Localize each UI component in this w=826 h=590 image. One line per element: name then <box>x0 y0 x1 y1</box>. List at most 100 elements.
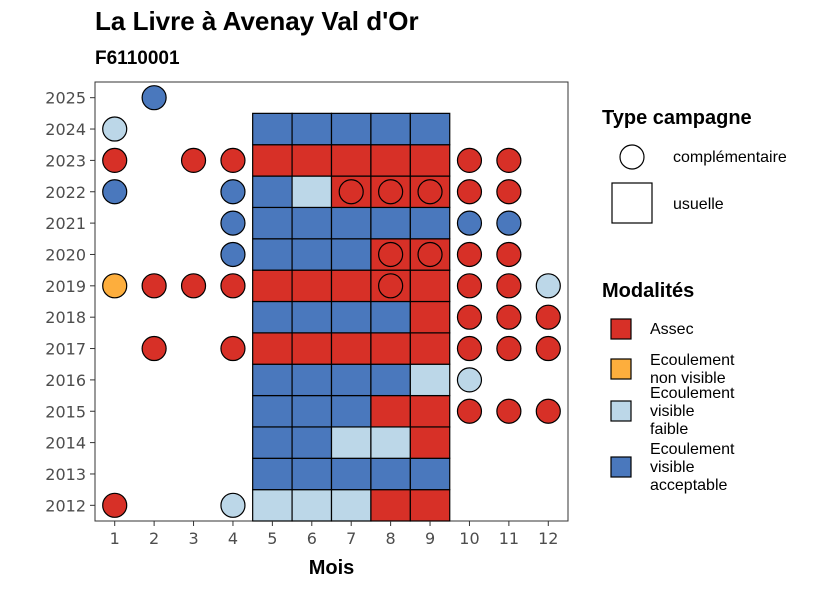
usuelle-cell <box>252 332 293 365</box>
usuelle-cell <box>330 363 372 397</box>
usuelle-cell <box>409 112 451 146</box>
complementaire-point <box>456 398 483 424</box>
complementaire-point <box>220 241 246 268</box>
x-tick-label: 8 <box>386 529 396 548</box>
usuelle-cell <box>370 394 411 428</box>
usuelle-cell <box>252 238 293 271</box>
usuelle-cell <box>370 112 411 146</box>
legend-shape-label-complementaire: complémentaire <box>673 149 787 166</box>
legend-fill-label: Ecoulement <box>650 352 735 369</box>
usuelle-cell <box>291 426 333 459</box>
y-tick-label: 2013 <box>45 465 86 484</box>
usuelle-cell <box>370 457 411 491</box>
y-tick-label: 2023 <box>45 151 86 170</box>
x-tick-label: 10 <box>459 529 479 548</box>
legend-fill-swatch <box>610 400 632 422</box>
usuelle-cell <box>252 175 293 209</box>
usuelle-cell <box>291 489 333 522</box>
usuelle-cell <box>291 206 333 240</box>
usuelle-cell <box>330 144 372 177</box>
usuelle-cell <box>409 426 451 459</box>
usuelle-cell <box>291 238 333 271</box>
usuelle-cell <box>409 457 451 491</box>
y-tick-label: 2024 <box>45 120 86 139</box>
usuelle-cell <box>291 112 333 146</box>
complementaire-point <box>378 179 404 205</box>
usuelle-cell <box>291 457 333 491</box>
complementaire-point <box>496 179 522 205</box>
complementaire-point <box>220 147 246 173</box>
y-axis: 2012 2013 2014 2015 2016 2017 2018 2019 2020 2021… <box>45 89 95 515</box>
complementaire-point <box>102 147 128 173</box>
usuelle-cell <box>330 332 372 365</box>
complementaire-point <box>338 179 364 205</box>
legend-fill-label: faible <box>650 421 688 438</box>
usuelle-cell <box>330 269 372 303</box>
usuelle-cell <box>252 489 293 522</box>
complementaire-point <box>535 273 561 299</box>
usuelle-cell <box>409 394 451 428</box>
usuelle-cell <box>409 300 451 334</box>
complementaire-point <box>456 179 483 205</box>
legend-fill-title: Modalités <box>602 280 694 302</box>
usuelle-cell <box>291 175 333 209</box>
complementaire-point <box>535 335 561 362</box>
y-tick-label: 2014 <box>45 434 86 453</box>
complementaire-point <box>496 273 522 299</box>
complementaire-point <box>456 210 483 236</box>
complementaire-point <box>496 147 522 173</box>
usuelle-cell <box>409 206 451 240</box>
x-tick-label: 7 <box>346 529 356 548</box>
usuelle-cell <box>370 426 411 459</box>
x-axis-title: Mois <box>309 557 355 579</box>
complementaire-point <box>141 273 167 299</box>
usuelle-cell <box>252 269 293 303</box>
complementaire-point <box>102 273 128 299</box>
y-tick-label: 2020 <box>45 245 86 264</box>
complementaire-point <box>378 241 404 268</box>
complementaire-point <box>102 492 128 518</box>
usuelle-cell <box>252 112 293 146</box>
usuelle-cell <box>370 144 411 177</box>
complementaire-point <box>456 304 483 330</box>
usuelle-cell <box>370 300 411 334</box>
legend-fill-label: Ecoulement <box>650 441 735 458</box>
usuelle-cell <box>330 238 372 271</box>
legend-fill-label: visible <box>650 403 695 420</box>
usuelle-cell <box>330 457 372 491</box>
x-tick-label: 1 <box>110 529 120 548</box>
x-tick-label: 3 <box>188 529 198 548</box>
usuelle-cell <box>291 300 333 334</box>
complementaire-point <box>180 273 207 299</box>
legend-fill-label: visible <box>650 459 695 476</box>
complementaire-point <box>220 335 246 362</box>
usuelle-cell <box>252 206 293 240</box>
complementaire-points <box>102 85 561 518</box>
legend-fill-label: Assec <box>650 321 694 338</box>
y-tick-label: 2021 <box>45 214 86 233</box>
y-tick-label: 2019 <box>45 277 86 296</box>
usuelle-cell <box>409 332 451 365</box>
complementaire-point <box>456 367 483 393</box>
usuelle-cell <box>330 206 372 240</box>
legend-square-key <box>611 182 653 224</box>
usuelle-cell <box>370 332 411 365</box>
x-tick-label: 11 <box>499 529 519 548</box>
usuelle-cell <box>409 363 451 397</box>
complementaire-point <box>456 273 483 299</box>
y-tick-label: 2018 <box>45 308 86 327</box>
legend-fill-label: non visible <box>650 370 726 387</box>
legend-fill-swatch <box>610 318 632 340</box>
complementaire-point <box>496 398 522 424</box>
complementaire-point <box>141 85 167 111</box>
complementaire-point <box>102 116 128 142</box>
x-tick-label: 12 <box>538 529 558 548</box>
complementaire-point <box>417 241 443 268</box>
complementaire-point <box>180 147 207 173</box>
complementaire-point <box>456 335 483 362</box>
chart-subtitle: F6110001 <box>95 48 180 69</box>
y-tick-label: 2015 <box>45 402 86 421</box>
legend-circle-key <box>619 144 645 170</box>
